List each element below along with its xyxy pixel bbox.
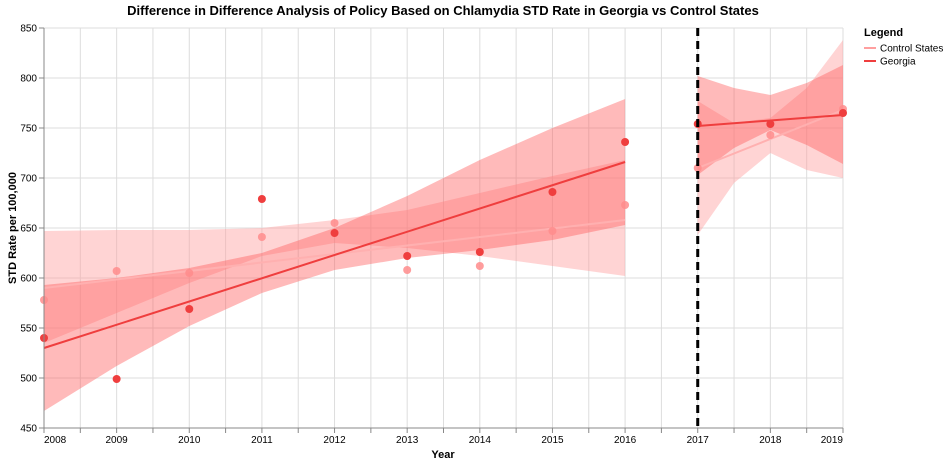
legend-label: Georgia: [880, 57, 916, 68]
control-point: [548, 227, 557, 235]
georgia-point: [330, 229, 339, 237]
x-tick-label: 2014: [469, 435, 492, 446]
control-point: [475, 262, 484, 270]
x-tick-label: 2010: [178, 435, 201, 446]
y-tick-label: 550: [20, 324, 37, 335]
axes: 2008 2009 2010 2011 2012 2013 2014 2015 2016 2017…: [20, 24, 844, 446]
x-tick-label: 2016: [614, 435, 637, 446]
control-point: [112, 267, 121, 275]
x-tick-label: 2013: [396, 435, 419, 446]
x-tick-label: 2015: [541, 435, 564, 446]
georgia-point: [185, 305, 194, 313]
georgia-point: [839, 109, 847, 117]
x-tick-label: 2018: [759, 435, 782, 446]
control-point: [330, 219, 339, 227]
x-tick-label: 2011: [251, 435, 273, 446]
x-tick-label: 2012: [323, 435, 346, 446]
legend-label: Control States: [880, 44, 943, 55]
x-axis-title: Year: [431, 449, 455, 461]
chart-title: Difference in Difference Analysis of Pol…: [127, 3, 759, 18]
y-tick-label: 850: [20, 24, 37, 35]
y-tick-label: 600: [20, 274, 37, 285]
georgia-point: [548, 188, 557, 196]
regression-line: [43, 161, 626, 349]
y-tick-label: 750: [20, 124, 37, 135]
legend: Legend Control States Georgia: [864, 27, 943, 68]
x-tick-label: 2009: [106, 435, 129, 446]
y-axis-title: STD Rate per 100,000: [7, 172, 19, 284]
data-points: [40, 105, 847, 383]
georgia-point: [112, 375, 121, 383]
x-tick-label: 2019: [821, 435, 844, 446]
x-tick-label: 2017: [687, 435, 710, 446]
y-tick-label: 800: [20, 74, 37, 85]
georgia-point: [621, 138, 630, 146]
georgia-point: [257, 195, 266, 203]
control-point: [693, 164, 702, 172]
x-tick-label: 2008: [44, 435, 67, 446]
control-point: [766, 131, 775, 139]
y-tick-label: 450: [20, 424, 37, 435]
y-tick-label: 650: [20, 224, 37, 235]
legend-title: Legend: [864, 27, 903, 39]
confidence-band: [44, 160, 626, 343]
control-point: [185, 269, 194, 277]
grid: [43, 27, 844, 429]
georgia-point: [403, 252, 412, 260]
georgia-point: [766, 120, 775, 128]
georgia-point: [475, 248, 484, 256]
control-point: [621, 201, 630, 209]
y-tick-label: 700: [20, 174, 37, 185]
y-tick-label: 500: [20, 374, 37, 385]
control-point: [257, 233, 266, 241]
control-point: [403, 266, 412, 274]
